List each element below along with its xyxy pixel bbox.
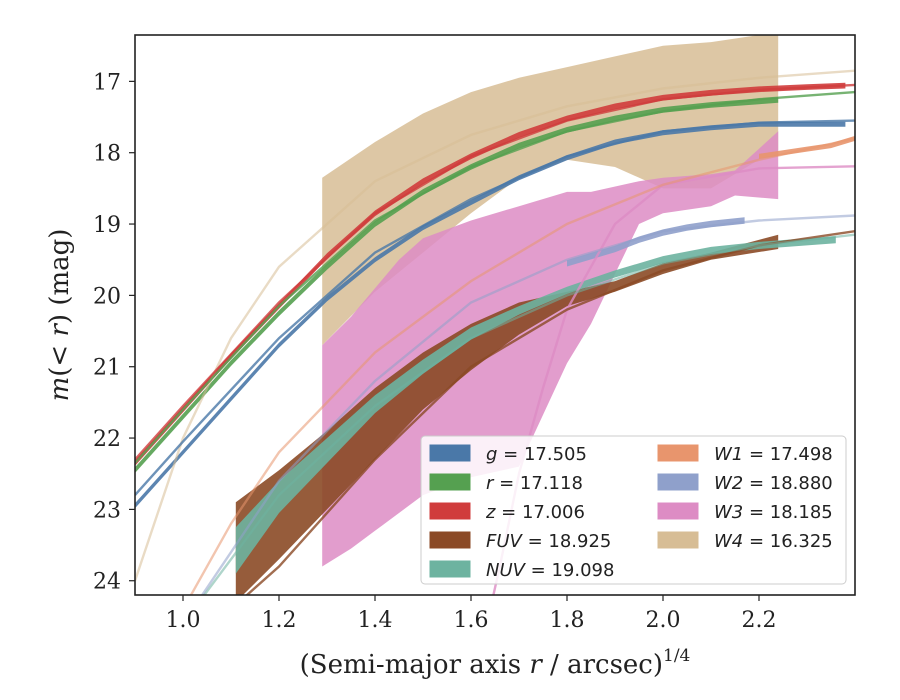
y-tick-label: 22	[93, 427, 121, 452]
band-nuv	[235, 236, 836, 574]
legend-swatch	[429, 531, 471, 549]
x-axis-label: (Semi-major axis r / arcsec)1/4	[300, 646, 691, 680]
legend-label: FUV = 18.925	[486, 531, 611, 552]
y-tick-label: 23	[93, 498, 121, 523]
legend-label: W1 = 17.498	[714, 444, 833, 465]
band-w2	[567, 217, 745, 267]
model-curve-w1	[189, 137, 855, 595]
model-curve-w2	[200, 214, 855, 595]
legend: g = 17.505 r = 17.118 z = 17.006 FUV = 18.9…	[420, 435, 847, 585]
series-nuv	[235, 236, 836, 574]
plot-frame	[134, 34, 856, 596]
legend-swatch	[657, 531, 699, 549]
series-r	[135, 97, 779, 473]
series-w2	[567, 217, 745, 267]
model-curve-z	[135, 83, 855, 461]
legend-label: W2 = 18.880	[714, 473, 833, 494]
legend-label: NUV = 19.098	[486, 560, 614, 581]
y-tick-label: 17	[93, 70, 121, 95]
legend-item-z: z = 17.006	[429, 502, 585, 523]
legend-item-w3: W3 = 18.185	[657, 502, 833, 523]
x-tick-label: 1.6	[454, 608, 489, 633]
y-tick-label: 19	[93, 213, 121, 238]
legend-item-fuv: FUV = 18.925	[429, 531, 611, 552]
y-tick-label: 18	[93, 142, 121, 167]
legend-frame	[420, 435, 847, 585]
legend-item-nuv: NUV = 19.098	[429, 560, 614, 581]
x-tick-label: 1.2	[262, 608, 297, 633]
x-tick-label: 1.8	[550, 608, 585, 633]
x-tick-label: 1.4	[358, 608, 393, 633]
model-curve-r	[135, 90, 855, 464]
legend-item-g: g = 17.505	[429, 444, 587, 465]
y-axis-label: m(< r) (mag)	[45, 229, 75, 402]
legend-swatch	[657, 502, 699, 520]
legend-label: W4 = 16.325	[714, 531, 833, 552]
legend-swatch	[429, 502, 471, 520]
legend-swatch	[429, 444, 471, 462]
x-tick-label: 2.2	[742, 608, 777, 633]
legend-swatch	[429, 560, 471, 578]
band-w1	[759, 135, 855, 159]
legend-label: r = 17.118	[486, 473, 583, 494]
legend-swatch	[429, 473, 471, 491]
y-tick-label: 21	[93, 356, 121, 381]
legend-swatch	[657, 473, 699, 491]
model-curve-w4	[135, 69, 855, 582]
legend-label: W3 = 18.185	[714, 502, 833, 523]
y-tick-label: 24	[93, 570, 121, 595]
legend-item-r: r = 17.118	[429, 473, 583, 494]
y-axis-ticks: 17 18 19 20 21 22 23 24	[93, 70, 135, 595]
series-w1	[759, 135, 855, 159]
model-curve-g	[135, 119, 855, 496]
band-r	[135, 97, 779, 473]
x-tick-label: 2.0	[646, 608, 681, 633]
legend-label: z = 17.006	[485, 502, 585, 523]
legend-label: g = 17.505	[486, 444, 587, 465]
legend-item-w4: W4 = 16.325	[657, 531, 833, 552]
legend-item-w1: W1 = 17.498	[657, 444, 833, 465]
y-tick-label: 20	[93, 284, 121, 309]
legend-item-w2: W2 = 18.880	[657, 473, 833, 494]
x-axis-ticks: 1.0 1.2 1.4 1.6 1.8 2.0 2.2	[166, 595, 777, 633]
model-curve-nuv	[202, 233, 855, 595]
x-tick-label: 1.0	[166, 608, 201, 633]
legend-swatch	[657, 444, 699, 462]
